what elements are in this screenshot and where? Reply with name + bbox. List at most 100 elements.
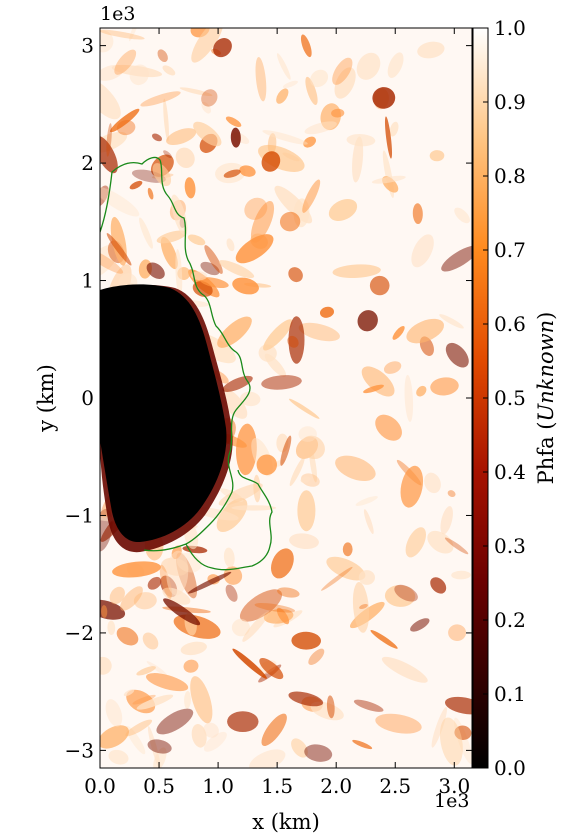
x-tick-label: 3.0	[438, 774, 470, 798]
texture-swirl	[101, 605, 108, 618]
texture-swirl	[331, 108, 345, 118]
texture-swirl	[159, 564, 172, 599]
texture-swirl	[262, 130, 308, 145]
colorbar-axis: 0.0 0.1 0.2 0.3 0.4 0.5 0.6 0.7 0.8 0.9 1.0	[483, 16, 526, 780]
texture-swirl	[384, 585, 416, 607]
texture-swirl	[239, 589, 283, 622]
texture-swirl	[106, 123, 112, 157]
texture-swirl	[261, 375, 302, 390]
texture-swirl	[430, 577, 447, 594]
colorbar-tick-label: 0.4	[494, 460, 526, 484]
x-multiplier-label: 1e3	[434, 790, 469, 812]
texture-swirl	[250, 201, 275, 243]
texture-swirl	[439, 314, 464, 329]
texture-swirl	[100, 656, 112, 675]
texture-swirl	[116, 120, 136, 136]
texture-swirl	[112, 561, 161, 578]
texture-swirl	[358, 570, 375, 585]
texture-swirl	[282, 80, 298, 89]
texture-swirl	[105, 699, 123, 727]
texture-swirl	[146, 661, 168, 676]
x-tick-label: 2.0	[320, 774, 352, 798]
texture-swirl	[328, 199, 358, 221]
texture-swirl	[136, 694, 174, 710]
texture-swirl	[231, 505, 277, 511]
texture-swirl	[287, 335, 299, 348]
texture-swirl	[371, 175, 406, 184]
texture-swirl	[375, 414, 402, 441]
x-tick-label: 1.0	[202, 774, 234, 798]
texture-swirl	[387, 52, 404, 78]
texture-swirl	[146, 262, 165, 279]
texture-swirl	[310, 69, 329, 88]
texture-swirl	[440, 506, 453, 535]
texture-swirl	[298, 322, 340, 342]
texture-swirl	[363, 509, 374, 535]
texture-swirl	[342, 542, 353, 557]
texture-swirl	[125, 726, 146, 755]
texture-swirl	[232, 277, 259, 295]
contour-line	[100, 156, 273, 571]
y-tick-label: 1	[81, 269, 94, 293]
texture-swirl	[175, 249, 183, 298]
texture-swirl	[372, 87, 396, 109]
texture-swirl	[235, 423, 257, 476]
texture-swirl	[227, 711, 259, 732]
texture-swirl	[204, 245, 223, 274]
texture-swirl	[326, 556, 366, 581]
texture-swirl	[191, 28, 224, 63]
texture-swirl	[100, 78, 121, 120]
texture-swirl	[332, 264, 381, 279]
y-axis-title: y (km)	[34, 364, 58, 433]
texture-swirl	[445, 342, 469, 368]
texture-swirl	[116, 626, 139, 646]
heatmap-texture	[100, 28, 472, 768]
texture-swirl	[352, 136, 364, 183]
texture-swirl	[261, 151, 281, 172]
colorbar-tick-label: 0.1	[494, 682, 526, 706]
y-tick-label: 0	[81, 386, 94, 410]
texture-swirl	[356, 52, 381, 80]
texture-swirl	[106, 233, 132, 266]
colorbar-tick-label: 0.9	[494, 90, 526, 114]
texture-swirl	[280, 435, 292, 466]
texture-swirl	[319, 306, 335, 318]
texture-swirl	[361, 366, 395, 397]
texture-swirl	[163, 598, 201, 626]
texture-swirl	[147, 187, 154, 200]
texture-swirl	[123, 689, 135, 697]
y-tick-label: 2	[81, 151, 94, 175]
texture-swirl	[300, 435, 325, 460]
texture-swirl	[218, 387, 248, 419]
colorbar-tick-label: 0.6	[494, 312, 526, 336]
texture-swirl	[300, 476, 311, 483]
texture-swirl	[203, 722, 219, 738]
texture-swirl	[156, 708, 194, 735]
texture-swirl	[201, 101, 211, 114]
texture-swirl	[107, 620, 116, 635]
x-tick-label: 0.0	[84, 774, 116, 798]
texture-swirl	[100, 29, 145, 40]
texture-swirl	[147, 576, 162, 590]
texture-swirl	[369, 275, 390, 296]
texture-swirl	[304, 121, 337, 135]
x-axis-title: x (km)	[252, 810, 320, 834]
texture-swirl	[142, 632, 159, 650]
colorbar-title: Phfa (Unknown)	[534, 312, 558, 485]
texture-swirl	[355, 496, 378, 506]
texture-swirl	[363, 384, 384, 394]
texture-swirl	[199, 277, 229, 289]
texture-swirl	[321, 566, 353, 591]
texture-swirl	[203, 731, 227, 752]
texture-swirl	[100, 244, 119, 279]
texture-swirl	[310, 701, 344, 721]
texture-swirl	[400, 465, 424, 508]
texture-swirl	[109, 586, 125, 605]
texture-swirl	[120, 586, 143, 611]
texture-swirl	[162, 65, 176, 76]
texture-swirl	[332, 57, 353, 85]
texture-swirl	[282, 152, 300, 162]
texture-swirl	[163, 98, 169, 142]
texture-swirl	[288, 691, 324, 707]
texture-swirl	[384, 116, 393, 159]
